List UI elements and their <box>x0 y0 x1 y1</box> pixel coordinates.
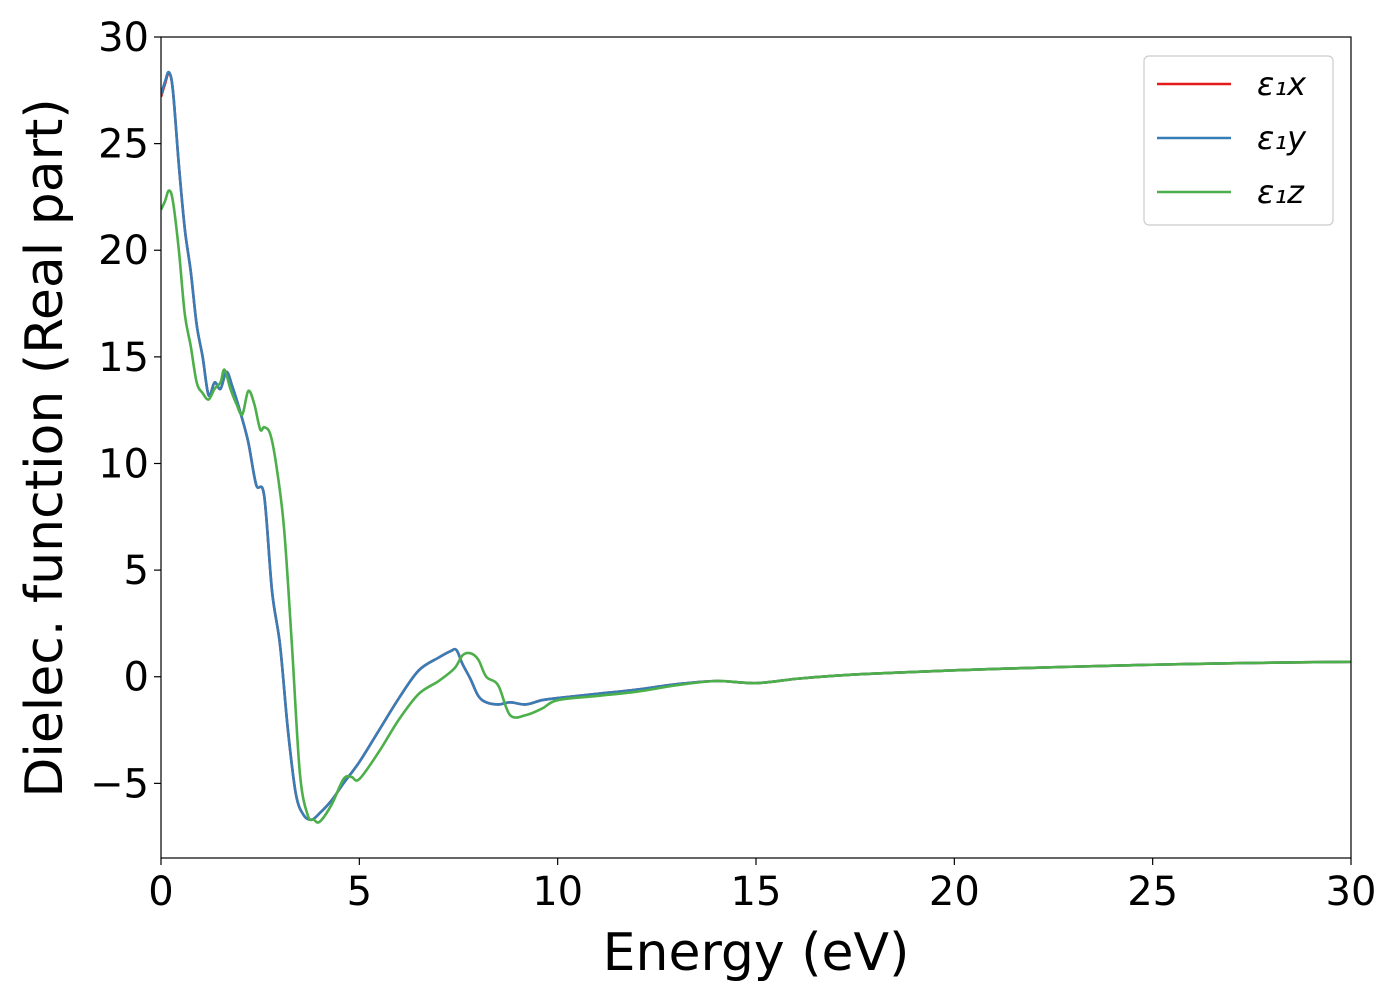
y-tick-label: 20 <box>98 228 149 274</box>
x-axis: 0 5 10 15 20 25 30 <box>148 858 1376 915</box>
x-tick-label: 30 <box>1326 869 1377 915</box>
x-axis-title: Energy (eV) <box>603 923 910 983</box>
x-tick-label: 10 <box>532 869 583 915</box>
y-axis-title: Dielec. function (Real part) <box>15 98 75 797</box>
legend-label: ε₁y <box>1257 119 1307 157</box>
y-tick-label: −5 <box>90 761 149 807</box>
series-line-z <box>161 189 1351 824</box>
y-tick-label: 5 <box>124 548 149 594</box>
x-tick-label: 25 <box>1127 869 1178 915</box>
legend: ε₁x ε₁y ε₁z <box>1143 55 1334 226</box>
x-tick-label: 15 <box>731 869 782 915</box>
legend-label: ε₁x <box>1257 65 1307 103</box>
y-tick-label: 30 <box>98 15 149 61</box>
y-axis: −5 0 5 10 15 20 25 30 <box>90 15 161 807</box>
series-layer <box>161 70 1351 824</box>
legend-box <box>1143 55 1334 226</box>
y-tick-label: 25 <box>98 122 149 168</box>
legend-label: ε₁z <box>1257 173 1305 211</box>
x-tick-label: 0 <box>148 869 173 915</box>
y-tick-label: 0 <box>124 655 149 701</box>
y-tick-label: 15 <box>98 335 149 381</box>
x-tick-label: 20 <box>929 869 980 915</box>
y-tick-label: 10 <box>98 441 149 487</box>
x-tick-label: 5 <box>347 869 372 915</box>
